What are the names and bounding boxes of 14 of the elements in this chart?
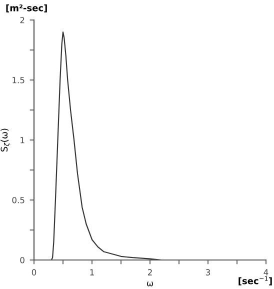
x-tick-label: 2 <box>148 269 152 276</box>
text: [m²-sec] <box>6 4 47 12</box>
y-tick-label: 2 <box>20 16 24 24</box>
text: [sec$^{−1}$] <box>238 276 272 286</box>
x-tick-label: 1 <box>90 269 94 276</box>
x-axis-title: ω <box>147 282 153 286</box>
x-tick-label: 4 <box>264 269 268 276</box>
y-tick-label: 0.5 <box>12 196 24 204</box>
x-tick-label: 0 <box>32 269 36 276</box>
x-tick-label: 3 <box>206 269 210 276</box>
y-tick-label: 0 <box>20 256 24 264</box>
y-tick-label: 1 <box>20 137 24 144</box>
y-axis-title: S$_{ζ}$(ω) <box>0 128 10 152</box>
y-tick-label: 1.5 <box>12 77 24 84</box>
